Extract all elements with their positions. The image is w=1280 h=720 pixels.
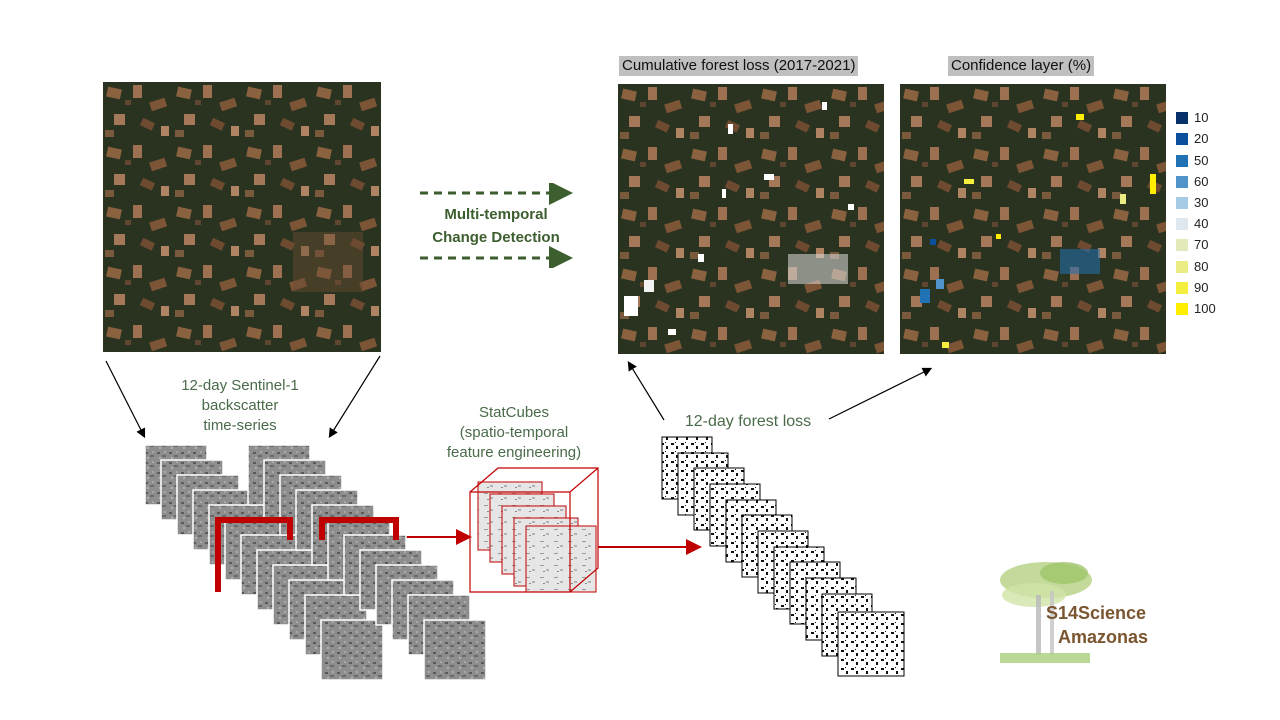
legend-swatch [1176,112,1188,124]
legend-label: 70 [1194,237,1209,252]
cumulative-forest-loss-image [618,84,884,354]
confidence-layer-image [900,84,1166,354]
highlight-bracket-right [319,517,399,540]
confidence-layer-title: Confidence layer (%) [948,56,1095,76]
s14science-tree-logo [1000,562,1092,663]
logo-text-line2: Amazonas [1058,627,1149,647]
legend-swatch [1176,239,1188,251]
legend-label: 100 [1194,301,1216,316]
multitemporal-line2: Change Detection [432,229,560,246]
arrow-to-confidence [828,367,933,420]
arrow-image-to-stack-right [328,355,381,439]
statcubes-cube [469,467,599,593]
logo-text-line1: S14Science [1046,603,1147,623]
legend-label: 20 [1194,131,1209,146]
legend-swatch [1176,176,1188,188]
legend-label: 90 [1194,280,1209,295]
legend-label: 80 [1194,259,1209,274]
highlight-bracket-left [215,517,293,592]
legend-swatch [1176,282,1188,294]
statcubes-line2: (spatio-temporal [459,424,569,441]
legend-label: 40 [1194,216,1209,231]
legend-label: 10 [1194,110,1209,125]
arrow-to-cumulative [627,360,665,421]
legend-swatch [1176,155,1188,167]
legend-label: 30 [1194,195,1209,210]
arrow-image-to-stack-left [105,360,146,439]
legend-swatch [1176,133,1188,145]
sentinel-satellite-image [103,82,381,352]
multitemporal-label: Multi-temporal Change Detection [410,203,582,249]
cumulative-forest-loss-title: Cumulative forest loss (2017-2021) [619,56,859,76]
sentinel-line3: time-series [203,417,277,434]
legend-swatch [1176,303,1188,315]
stack-left [144,444,384,681]
legend-swatch [1176,261,1188,273]
statcubes-line3: feature engineering) [446,444,582,461]
legend-swatch [1176,218,1188,230]
sentinel-timeseries-label: 12-day Sentinel-1 backscatter time-serie… [140,376,340,436]
multitemporal-line1: Multi-temporal [444,206,548,223]
sentinel-line1: 12-day Sentinel-1 [181,377,299,394]
change-detection-arrows [420,183,573,268]
statcubes-label: StatCubes (spatio-temporal feature engin… [420,403,608,463]
legend-swatch [1176,197,1188,209]
forest-loss-label: 12-day forest loss [684,413,812,430]
statcubes-line1: StatCubes [478,404,550,421]
sentinel-line2: backscatter [201,397,279,414]
legend-label: 60 [1194,174,1209,189]
legend-label: 50 [1194,153,1209,168]
